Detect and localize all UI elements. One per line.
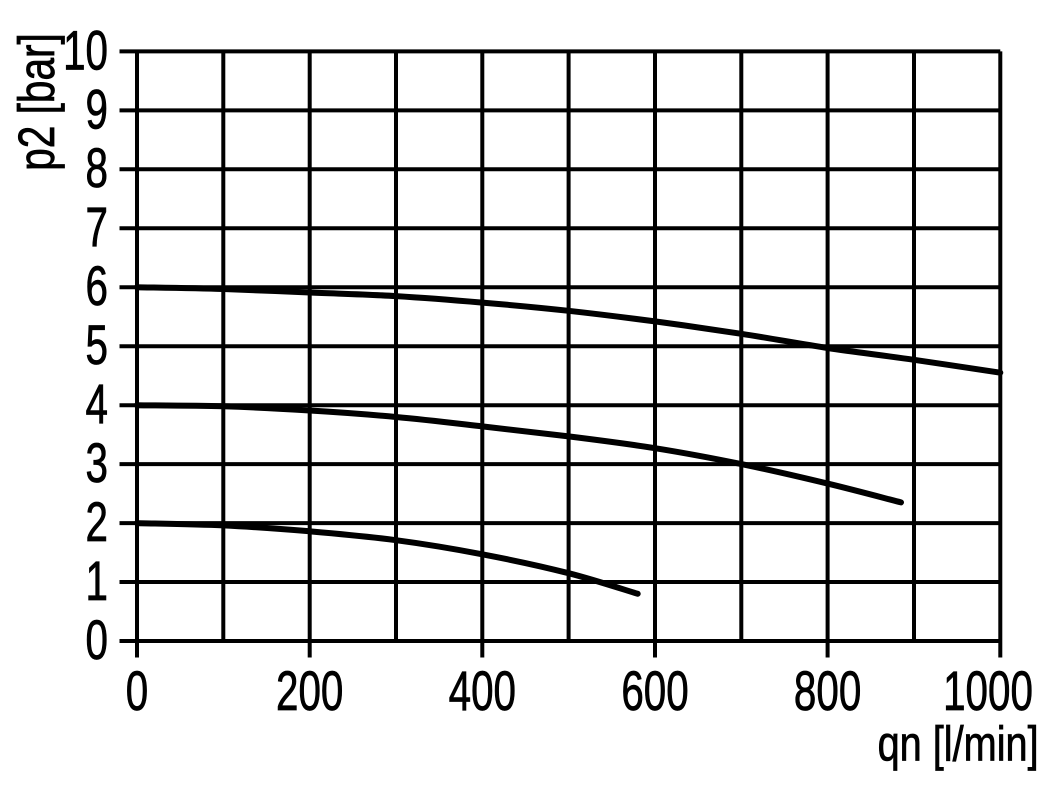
svg-text:1000: 1000 [943, 661, 1033, 723]
svg-text:800: 800 [794, 661, 861, 723]
svg-text:qn [l/min]: qn [l/min] [878, 718, 1039, 772]
svg-text:9: 9 [86, 79, 108, 141]
svg-text:p2 [bar]: p2 [bar] [7, 33, 65, 171]
svg-text:8: 8 [86, 138, 108, 200]
svg-text:0: 0 [126, 661, 148, 723]
svg-text:1: 1 [86, 551, 108, 613]
svg-text:6: 6 [86, 256, 108, 318]
svg-text:0: 0 [86, 610, 108, 672]
svg-text:600: 600 [621, 661, 688, 723]
svg-text:4: 4 [86, 374, 108, 436]
svg-text:2: 2 [86, 492, 108, 554]
svg-text:5: 5 [86, 315, 108, 377]
svg-text:200: 200 [276, 661, 343, 723]
svg-text:7: 7 [86, 197, 108, 259]
svg-text:400: 400 [449, 661, 516, 723]
svg-text:10: 10 [63, 20, 108, 82]
svg-text:3: 3 [86, 433, 108, 495]
